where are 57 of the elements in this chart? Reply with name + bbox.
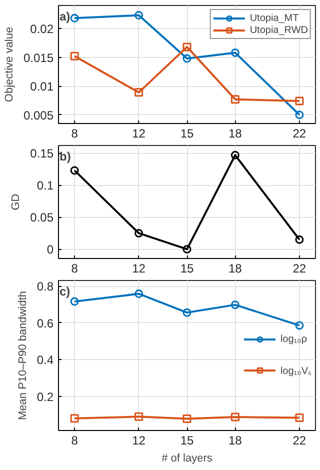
y-tick-label: 0.01 (30, 80, 54, 94)
point (182, 308, 192, 317)
point (182, 414, 192, 423)
point (295, 414, 304, 422)
point (182, 244, 192, 254)
x-axis-title: # of layers (162, 452, 213, 464)
x-tick-label: 15 (180, 126, 194, 140)
x-tick-label: 12 (132, 434, 146, 448)
x-tick-label: 18 (228, 126, 242, 140)
y-tick-label: 0.8 (36, 280, 54, 294)
annotation: c) (60, 284, 70, 298)
x-tick-label: 12 (132, 262, 146, 276)
x-tick-label: 18 (228, 262, 242, 276)
y-axis-title: GD (10, 194, 22, 210)
point (182, 42, 192, 52)
point (230, 95, 240, 104)
annotation: b) (60, 150, 71, 164)
point (70, 414, 79, 423)
point (230, 412, 240, 422)
legend-label: log₁₀Vₛ (280, 365, 311, 377)
y-tick-label: 0.1 (36, 178, 54, 193)
y-tick-label: 0.015 (23, 50, 54, 65)
point (182, 54, 192, 63)
point (134, 228, 144, 238)
legend-label: log₁₀ρ (280, 333, 308, 345)
point (230, 48, 240, 57)
x-tick-label: 15 (180, 434, 194, 448)
legend-label: Utopia_MT (250, 12, 299, 24)
point (70, 52, 79, 60)
point (134, 11, 144, 20)
point (134, 290, 144, 298)
x-tick-label: 8 (71, 126, 78, 140)
x-tick-label: 22 (292, 434, 306, 448)
y-tick-label: 0.4 (36, 353, 54, 368)
y-tick-label: 0.2 (36, 390, 54, 404)
y-tick-label: 0.6 (36, 316, 54, 330)
y-tick-label: 0.02 (30, 22, 54, 36)
y-axis-title: Objective value (3, 26, 16, 102)
y-tick-label: 0.05 (30, 210, 54, 225)
point (295, 96, 304, 106)
y-tick-label: 0 (46, 242, 54, 257)
annotation: a) (60, 10, 70, 24)
y-tick-label: 0.005 (23, 108, 54, 122)
point (134, 88, 144, 97)
y-axis-title: Mean P10–P90 bandwidth (16, 290, 29, 420)
y-tick-label: 0.15 (30, 146, 54, 161)
x-tick-label: 12 (132, 126, 146, 140)
x-tick-label: 18 (228, 434, 242, 448)
point (230, 150, 240, 160)
point (134, 412, 144, 421)
x-tick-label: 15 (180, 262, 194, 276)
x-tick-label: 8 (71, 434, 78, 448)
point (230, 300, 240, 310)
x-tick-label: 22 (292, 262, 306, 276)
x-tick-label: 22 (292, 126, 306, 140)
legend-label: Utopia_RWD (250, 24, 308, 36)
x-tick-label: 8 (71, 262, 78, 276)
